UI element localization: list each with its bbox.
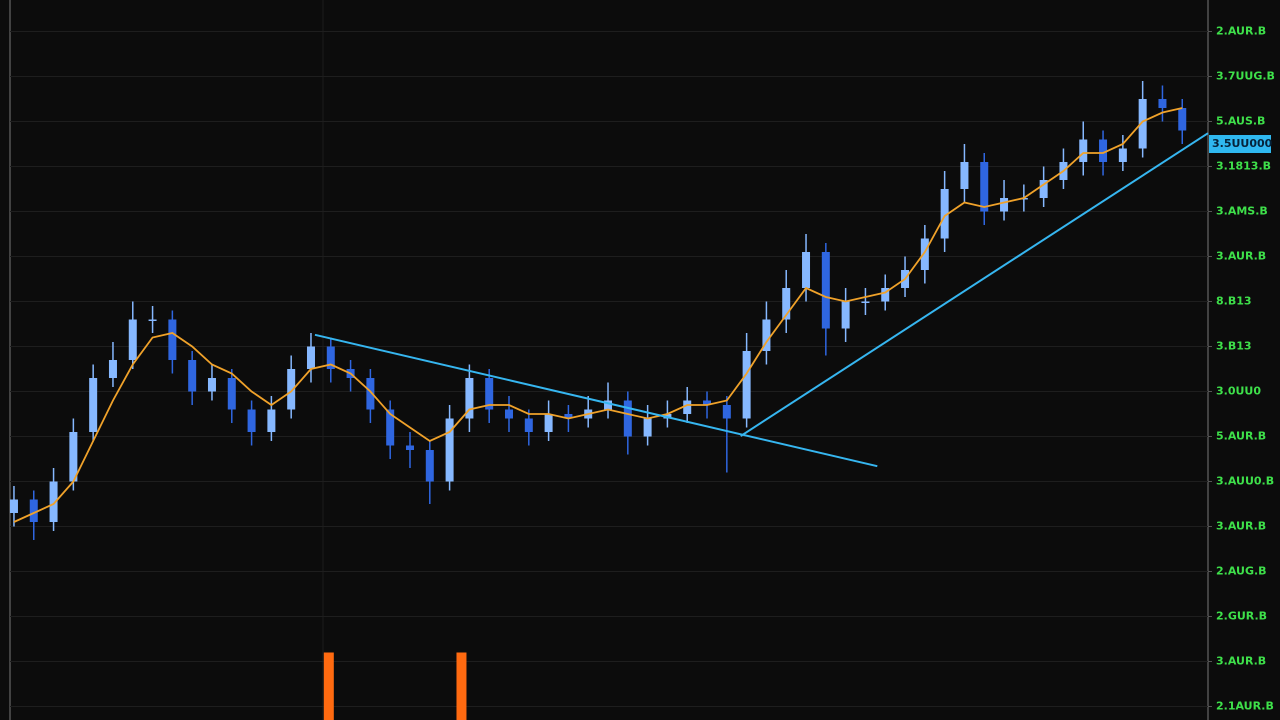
trendline [740, 132, 1209, 437]
y-tick-label: 3.0UU0 [1216, 385, 1261, 398]
y-tick-label: 3.AMS.B [1216, 205, 1268, 218]
candle-body [821, 252, 830, 329]
candle-body [703, 400, 712, 405]
candle-body [9, 499, 18, 513]
candle-body [326, 346, 335, 369]
candle-body [207, 378, 216, 392]
y-tick-label: 8.B13 [1216, 295, 1252, 308]
candle-body [1039, 180, 1048, 198]
candle-body [1178, 108, 1187, 131]
volume-bar [456, 652, 467, 720]
candle-body [604, 400, 613, 410]
candle-body [683, 400, 692, 414]
candle-body [425, 450, 434, 482]
candle-body [287, 369, 296, 410]
y-tick-label: 3.1813.B [1216, 160, 1271, 173]
candle-body [742, 351, 751, 419]
candle-body [128, 319, 137, 360]
y-tick-label: 3.AUU0.B [1216, 475, 1274, 488]
candle-body [505, 409, 514, 419]
candle-body [465, 378, 474, 419]
candle-body [920, 238, 929, 270]
y-tick-label: 3.7UUG.B [1216, 70, 1275, 83]
moving-average [13, 107, 1183, 523]
last-price-label: 3.5UU000 [1212, 137, 1273, 150]
candle-body [1118, 148, 1127, 162]
y-tick-label: 3.AUR.B [1216, 655, 1266, 668]
trendline [314, 333, 878, 468]
candle-body [306, 346, 315, 369]
candle-body [148, 319, 157, 321]
candle-body [1158, 99, 1167, 108]
candle-body [623, 400, 632, 437]
candle-body [782, 288, 791, 320]
candle-body [108, 360, 117, 378]
candle-body [960, 162, 969, 189]
candle-body [1099, 139, 1108, 162]
candle-body [762, 319, 771, 351]
candle-body [861, 301, 870, 303]
candle-body [485, 378, 494, 410]
y-tick-label: 2.AUG.B [1216, 565, 1267, 578]
candle-body [841, 301, 850, 329]
candle-body [980, 162, 989, 212]
candle-body [366, 378, 375, 410]
candle-body [1000, 198, 1009, 212]
candle-body [802, 252, 811, 288]
candle-body [1138, 99, 1147, 149]
volume-bar [323, 652, 334, 720]
candle-body [247, 409, 256, 432]
candle-body [386, 409, 395, 446]
y-tick-label: 3.AUR.B [1216, 250, 1266, 263]
candle-body [544, 414, 553, 432]
y-tick-label: 2.1AUR.B [1216, 700, 1274, 713]
candle-body [524, 418, 533, 432]
candle-body [168, 319, 177, 360]
y-tick-label: 2.GUR.B [1216, 610, 1267, 623]
candle-body [89, 378, 98, 432]
y-tick-label: 3.B13 [1216, 340, 1252, 353]
candle-body [188, 360, 197, 392]
candle-body [405, 445, 414, 450]
candle-body [227, 378, 236, 410]
y-tick-label: 5.AUS.B [1216, 115, 1265, 128]
candle-body [49, 481, 58, 522]
last-price-tag [1209, 135, 1271, 153]
candle-body [564, 414, 573, 419]
candle-body [940, 189, 949, 239]
candle-body [722, 405, 731, 419]
y-tick-label: 5.AUR.B [1216, 430, 1266, 443]
candle-body [881, 288, 890, 302]
candle-body [69, 432, 78, 482]
y-tick-label: 3.AUR.B [1216, 520, 1266, 533]
candle-body [29, 499, 38, 522]
candle-body [643, 418, 652, 437]
y-tick-label: 2.AUR.B [1216, 25, 1266, 38]
candle-body [267, 409, 276, 432]
candle-body [445, 418, 454, 482]
candle-body [1079, 139, 1088, 162]
